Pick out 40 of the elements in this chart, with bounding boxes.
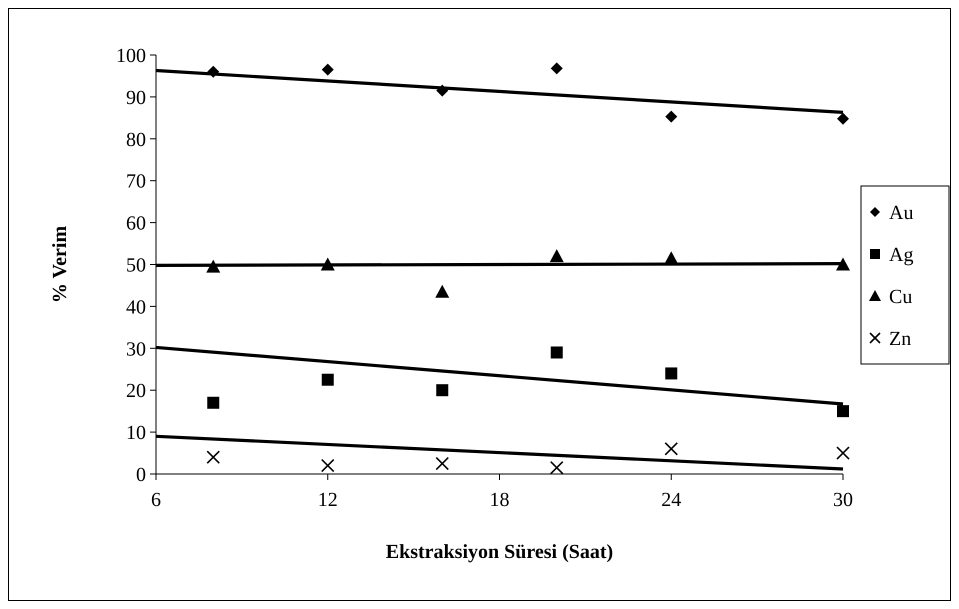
legend-label: Zn (889, 328, 912, 350)
point (837, 112, 849, 125)
point (320, 458, 335, 472)
x-tick-label: 6 (151, 489, 161, 511)
point (664, 442, 678, 456)
y-tick-label: 30 (126, 338, 146, 360)
y-tick-label: 100 (116, 45, 146, 67)
y-axis-title: % Verim (49, 226, 71, 304)
y-tick-label: 40 (126, 296, 146, 318)
point (436, 384, 448, 396)
point (550, 62, 563, 74)
legend-label: Ag (889, 244, 914, 266)
legend-label: Cu (889, 286, 912, 308)
y-tick-label: 10 (126, 422, 146, 444)
y-tick-label: 50 (126, 254, 146, 276)
x-tick-label: 18 (490, 489, 510, 511)
point (435, 456, 450, 470)
point (207, 396, 220, 409)
y-tick-label: 80 (126, 128, 146, 151)
x-tick-label: 12 (318, 489, 338, 511)
point (837, 405, 849, 418)
point (322, 374, 334, 386)
y-tick-label: 70 (126, 170, 146, 193)
x-tick-label: 30 (833, 489, 853, 511)
y-tick-label: 60 (126, 212, 146, 235)
point (435, 284, 450, 298)
point (665, 110, 678, 123)
point (550, 460, 564, 475)
y-tick-label: 20 (126, 380, 146, 402)
point (836, 446, 850, 460)
point (665, 367, 678, 380)
point (550, 346, 563, 358)
y-tick-label: 90 (126, 86, 146, 109)
x-axis-title: Ekstraksiyon Süresi (Saat) (386, 541, 614, 563)
point (322, 64, 334, 76)
point (550, 249, 564, 262)
y-tick-label: 0 (136, 464, 146, 486)
x-tick-label: 24 (661, 489, 682, 511)
legend-label: Au (889, 202, 914, 224)
point (206, 450, 220, 464)
